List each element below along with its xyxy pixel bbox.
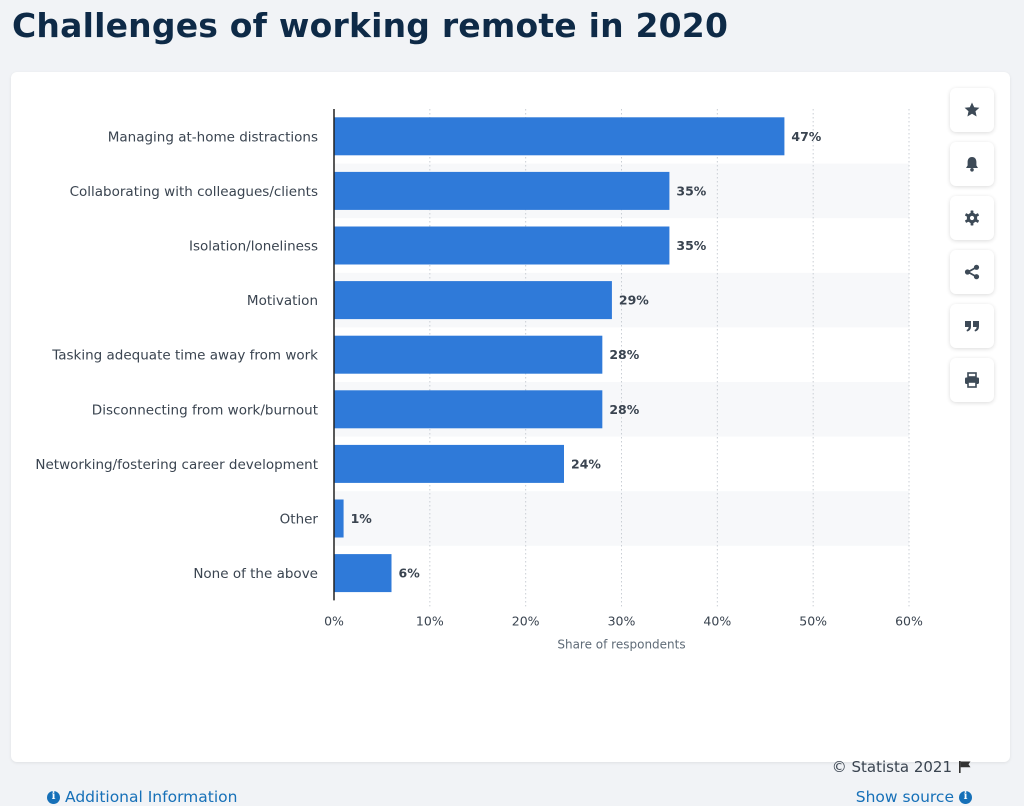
bar [334,554,392,593]
show-source-link[interactable]: Show source i [856,788,972,806]
chart-card: 47% Managing at-home distractions 35% Colla… [11,72,1010,806]
bar [334,171,670,210]
show-source-label: Show source [855,788,954,806]
share-icon [964,264,980,280]
value-label: 35% [676,238,706,253]
page-title: Challenges of working remote in 2020 [12,6,729,45]
quote-icon [965,321,979,332]
value-label: 29% [619,293,649,308]
category-label: Networking/fostering career development [35,457,318,473]
category-label: None of the above [193,566,318,582]
x-axis-title: Share of respondents [557,637,685,651]
bar [334,281,612,320]
x-tick-label: 40% [703,613,731,628]
notification-button[interactable] [950,142,994,186]
value-label: 35% [676,183,706,198]
x-tick-label: 20% [512,613,540,628]
info-icon: i [47,790,60,804]
info-icon: i [959,790,972,804]
bar [334,335,603,374]
share-button[interactable] [950,250,994,294]
bar [334,499,344,538]
category-label: Collaborating with colleagues/clients [70,184,318,200]
row-band [334,491,909,546]
category-label: Other [280,512,319,528]
print-button[interactable] [950,358,994,402]
x-tick-label: 50% [799,613,827,628]
favorite-button[interactable] [950,88,994,132]
x-tick-label: 10% [416,613,444,628]
x-tick-label: 30% [608,613,636,628]
value-label: 28% [609,402,639,417]
category-label: Managing at-home distractions [108,129,318,145]
gear-icon [965,210,979,226]
print-icon [965,372,979,388]
bar [334,226,670,265]
bar [334,390,603,429]
bar [334,117,785,156]
value-label: 6% [399,566,421,581]
x-tick-label: 0% [324,613,344,628]
category-label: Disconnecting from work/burnout [92,402,318,418]
star-icon [964,102,980,117]
settings-button[interactable] [950,196,994,240]
value-label: 28% [609,347,639,362]
category-label: Isolation/loneliness [189,239,318,255]
value-label: 1% [351,511,373,526]
copyright: © Statista 2021 [832,758,972,776]
flag-icon[interactable] [958,760,972,774]
category-label: Tasking adequate time away from work [51,348,318,364]
additional-information-label: Additional Information [65,788,238,806]
copyright-text: © Statista 2021 [831,758,952,776]
x-tick-label: 60% [895,613,923,628]
additional-information-link[interactable]: i Additional Information [47,788,237,806]
bar [334,444,564,483]
value-label: 24% [571,456,601,471]
cite-button[interactable] [950,304,994,348]
category-label: Motivation [247,293,318,309]
bell-icon [966,157,978,172]
bar-chart: 47% Managing at-home distractions 35% Colla… [35,109,923,651]
value-label: 47% [791,129,821,144]
